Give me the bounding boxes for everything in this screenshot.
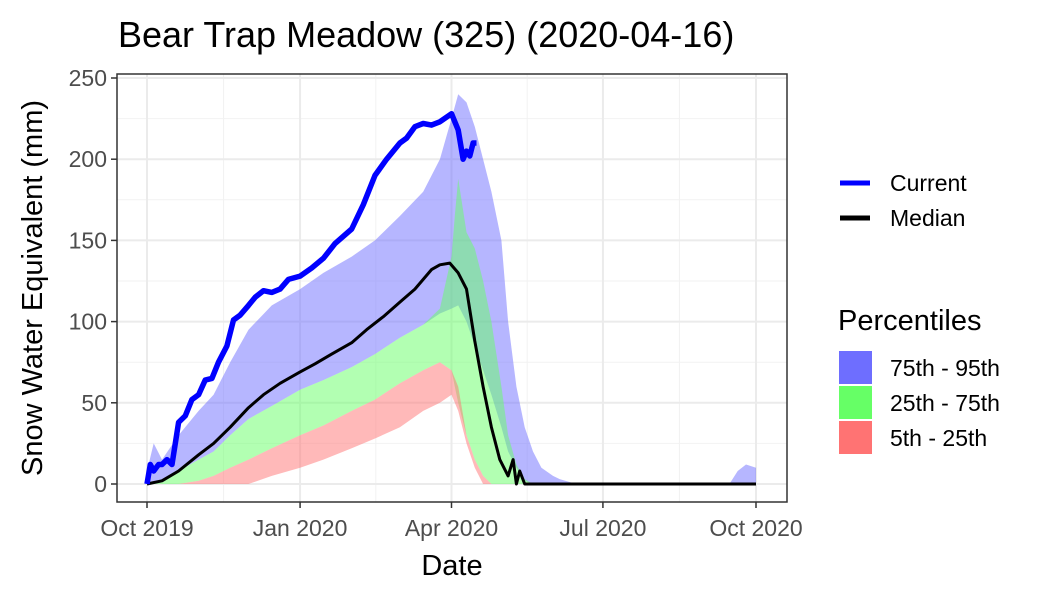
x-tick-label: Oct 2019 bbox=[100, 515, 193, 541]
x-axis: Oct 2019 Jan 2020 Apr 2020 Jul 2020 Oct 2020 bbox=[100, 502, 803, 541]
percentile-bands bbox=[147, 94, 756, 484]
legend-swatch bbox=[839, 421, 872, 454]
legend-title: Percentiles bbox=[838, 305, 981, 337]
series-lines bbox=[144, 110, 756, 486]
legend: Current Median Percentiles 75th - 95th 25th … bbox=[838, 170, 1000, 454]
legend-swatch bbox=[839, 351, 872, 384]
band-25th-75th bbox=[147, 178, 542, 484]
series-line-median bbox=[146, 261, 756, 486]
legend-swatch bbox=[839, 386, 872, 419]
x-axis-title: Date bbox=[421, 550, 482, 582]
x-tick-label: Apr 2020 bbox=[405, 515, 498, 541]
y-tick-label: 0 bbox=[94, 471, 107, 497]
band-5th-25th bbox=[147, 362, 492, 484]
legend-label-percentile: 5th - 25th bbox=[890, 425, 987, 451]
x-tick-label: Jan 2020 bbox=[253, 515, 348, 541]
legend-label-current: Current bbox=[890, 170, 967, 196]
y-tick-label: 200 bbox=[69, 146, 107, 172]
x-tick-label: Jul 2020 bbox=[559, 515, 646, 541]
y-axis: 0 50 100 150 200 250 bbox=[69, 65, 117, 497]
legend-label-percentile: 25th - 75th bbox=[890, 390, 1000, 416]
y-tick-label: 150 bbox=[69, 227, 107, 253]
y-tick-label: 250 bbox=[69, 65, 107, 91]
series-line-current bbox=[144, 110, 477, 485]
legend-label-percentile: 75th - 95th bbox=[890, 355, 1000, 381]
y-axis-title: Snow Water Equivalent (mm) bbox=[17, 100, 49, 476]
x-tick-label: Oct 2020 bbox=[709, 515, 802, 541]
y-tick-label: 50 bbox=[81, 390, 107, 416]
chart-title: Bear Trap Meadow (325) (2020-04-16) bbox=[118, 14, 734, 55]
y-tick-label: 100 bbox=[69, 309, 107, 335]
legend-label-median: Median bbox=[890, 205, 965, 231]
